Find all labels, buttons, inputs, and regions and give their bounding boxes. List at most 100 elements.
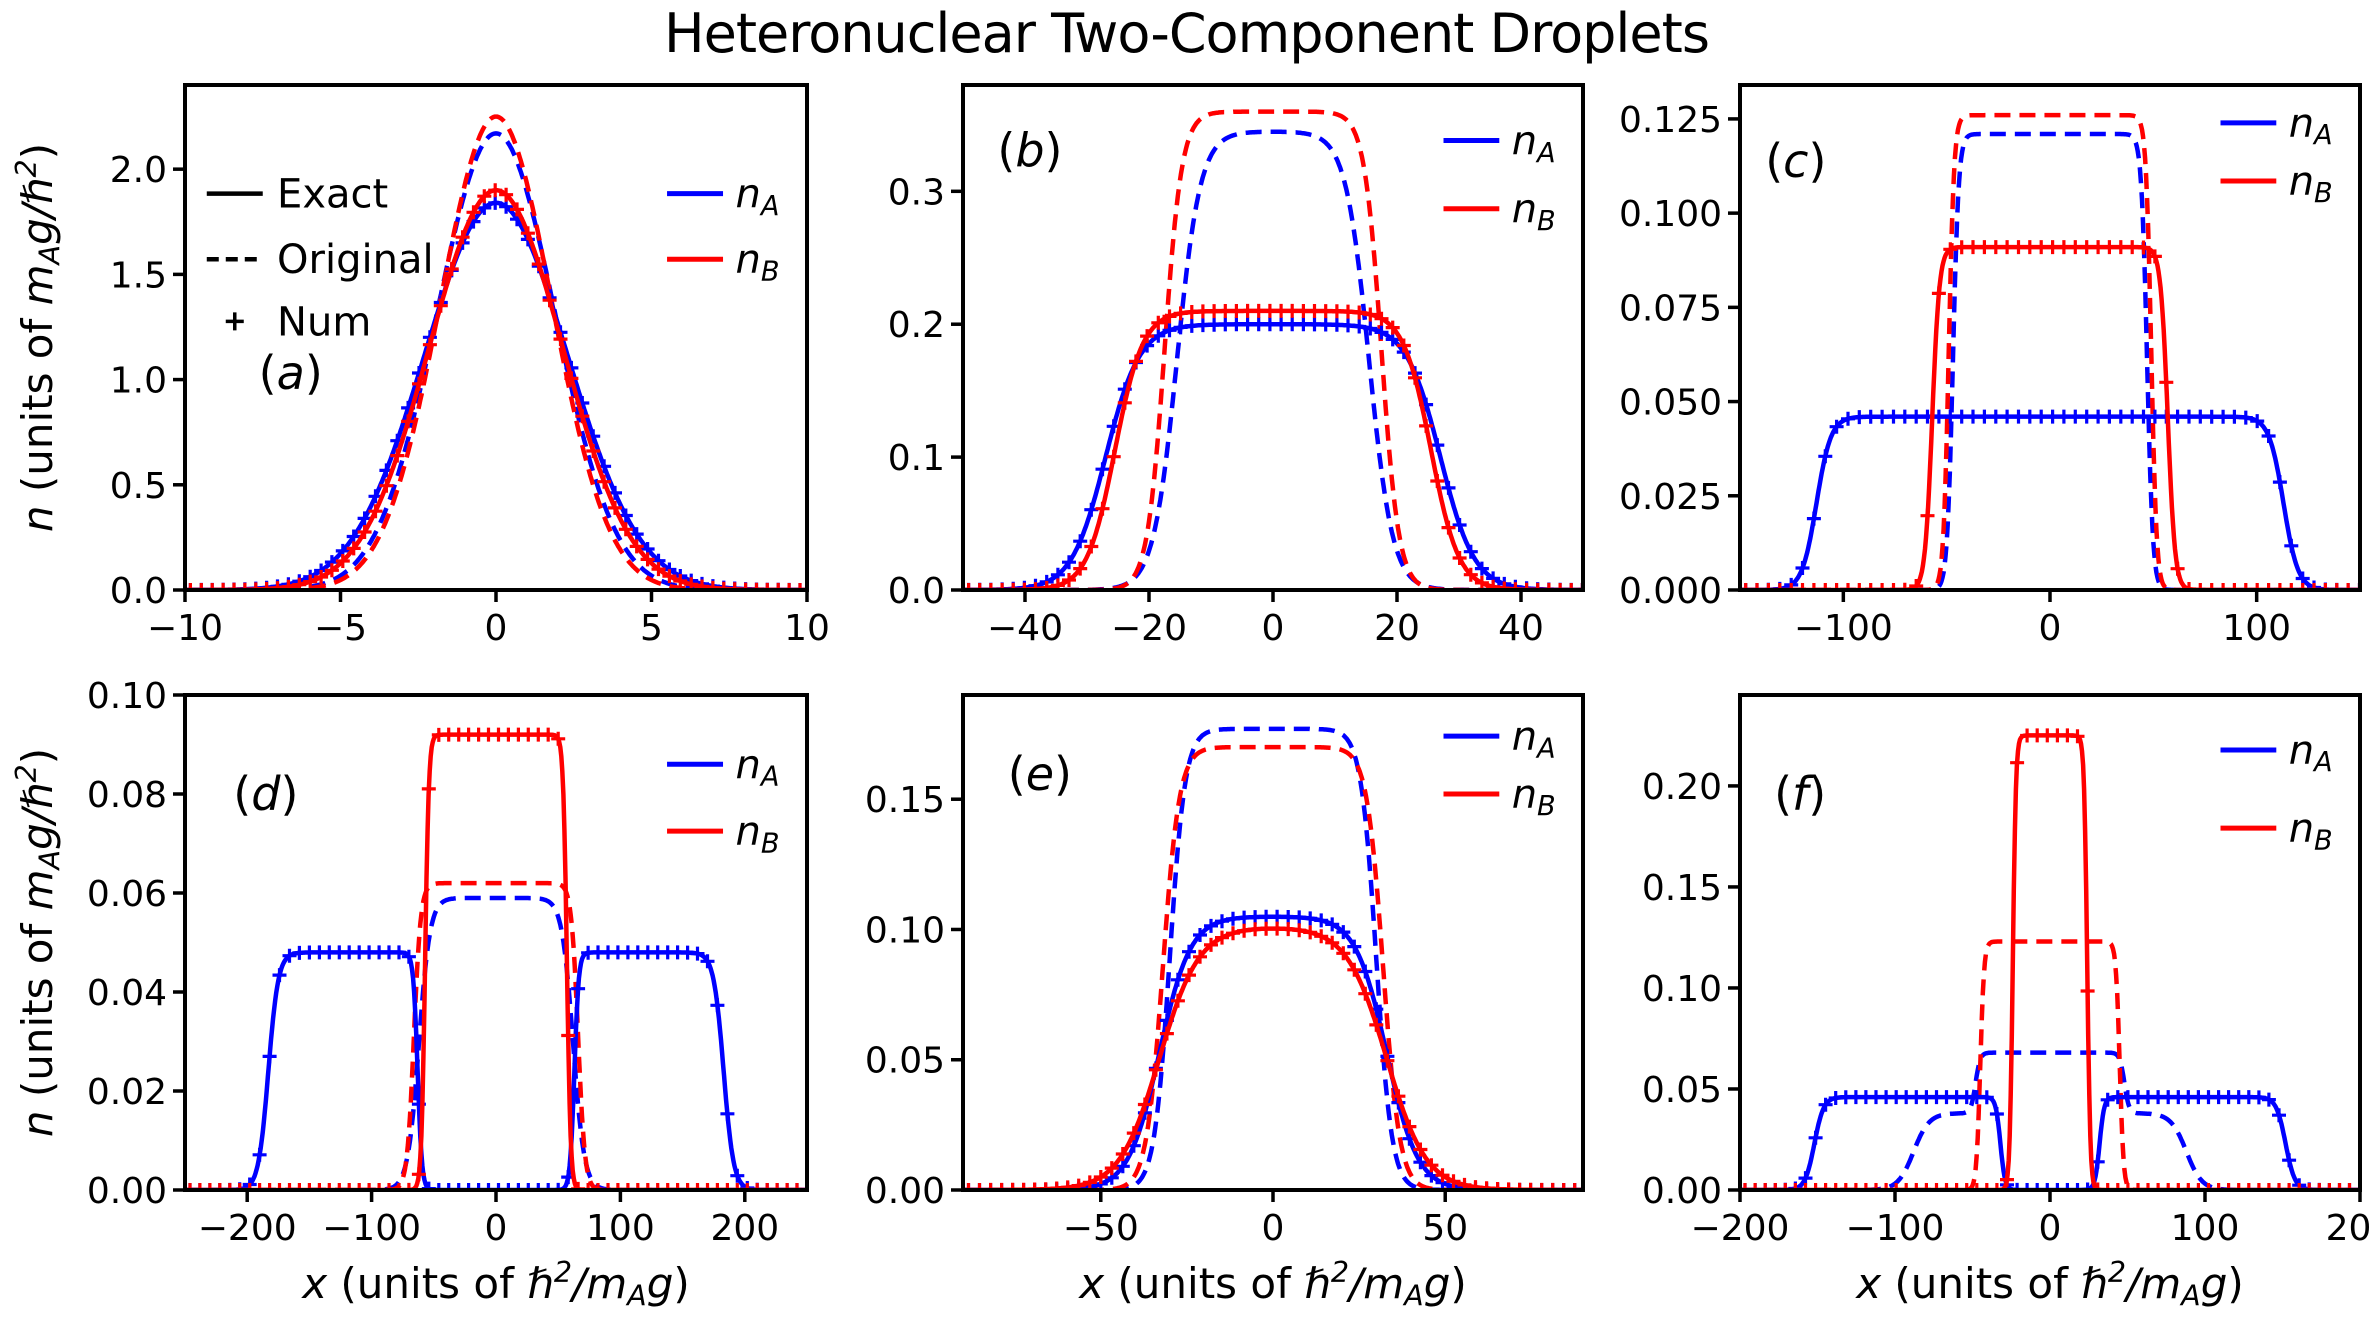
- x-tick-label: −10: [147, 608, 223, 649]
- markers-f-nB: [1739, 728, 2361, 1191]
- y-tick-label: 0.20: [1642, 767, 1722, 808]
- y-tick-label: 0.025: [1619, 477, 1722, 518]
- y-tick-label: 0.10: [1642, 969, 1722, 1010]
- y-tick-label: 0.075: [1619, 288, 1722, 329]
- panel-e: −50 0 50 0.00 0.05 0.10 0.15 x (units of ℏ2/mAg…: [865, 693, 1585, 1313]
- x-tick-label: −100: [322, 1208, 421, 1249]
- curve-f-nA-solid: [1739, 1094, 2361, 1191]
- y-tick-label: 0.04: [87, 973, 167, 1014]
- legend-label-exact: Exact: [277, 172, 388, 218]
- markers-e-nB: [962, 921, 1582, 1191]
- y-tick-label: 0.02: [87, 1072, 167, 1113]
- x-tick-label: 200: [2326, 1208, 2373, 1249]
- y-tick-label: 0.10: [87, 676, 167, 717]
- panel-letter-b: (b): [997, 124, 1062, 178]
- x-tick-label: −200: [1691, 1208, 1790, 1249]
- x-tick-label: 10: [784, 608, 830, 649]
- y-tick-label: 0.00: [1642, 1171, 1722, 1212]
- y-tick-label: 0.2: [888, 305, 945, 346]
- panel-d: −200 −100 0 100 200 0.00 0.02 0.04 0.06 0.08 0.10 x…: [9, 676, 809, 1313]
- x-tick-label: 50: [1422, 1208, 1468, 1249]
- panel-letter-c: (c): [1765, 134, 1826, 188]
- y-tick-label: 0.05: [865, 1041, 945, 1082]
- y-tick-label: 1.0: [110, 361, 167, 402]
- legend-label-nA: nA: [2289, 101, 2333, 151]
- plot-area-b: [962, 109, 1584, 591]
- x-tick-label: −5: [314, 608, 367, 649]
- plot-area-c: [1739, 112, 2361, 591]
- legend-label-nA: nA: [1512, 714, 1556, 764]
- x-tick-label: 0: [1262, 608, 1285, 649]
- x-tick-label: −100: [1846, 1208, 1945, 1249]
- x-tick-label: 0: [485, 1208, 508, 1249]
- legend-label-nB: nB: [1512, 187, 1556, 237]
- x-tick-label: 100: [2222, 608, 2291, 649]
- x-tick-label: −50: [1063, 1208, 1139, 1249]
- x-tick-label: 0: [2039, 1208, 2062, 1249]
- y-tick-label: 0.15: [1642, 868, 1722, 909]
- panel-c: −100 0 100 0.000 0.025 0.050 0.075 0.100 0.125 (c…: [1619, 83, 2362, 649]
- markers-b-nA: [962, 317, 1584, 591]
- y-tick-label: 0.0: [110, 571, 167, 612]
- legend-label-nA: nA: [1512, 119, 1556, 169]
- panel-letter-a: (a): [259, 346, 323, 400]
- markers-b-nB: [962, 303, 1584, 591]
- curve-d-nB-dashed: [184, 880, 808, 1191]
- x-tick-label: 40: [1498, 608, 1544, 649]
- legend-label-nB: nB: [735, 809, 779, 859]
- y-tick-label: 0.5: [110, 466, 167, 507]
- curve-d-nA-solid: [184, 950, 808, 1191]
- legend-label-nB: nB: [2289, 159, 2333, 209]
- y-tick-label: 0.000: [1619, 571, 1722, 612]
- curve-f-nA-dashed: [1739, 1050, 2361, 1191]
- y-tick-label: 0.050: [1619, 383, 1722, 424]
- x-tick-label: −20: [1111, 608, 1187, 649]
- panel-b: −40 −20 0 20 40 0.0 0.1 0.2 0.3 (b) nA nB: [888, 83, 1585, 649]
- x-tick-label: 20: [1374, 608, 1420, 649]
- y-axis-label: n (units of mAg/ℏ2): [9, 748, 67, 1137]
- x-tick-label: 0: [485, 608, 508, 649]
- panel-f: −200 −100 0 100 200 0.00 0.05 0.10 0.15 0.20 x (un…: [1642, 693, 2373, 1313]
- legend-label-nB: nB: [735, 237, 779, 287]
- legend-label-nA: nA: [735, 742, 779, 792]
- plot-area-f: [1739, 728, 2361, 1191]
- legend-marker-num: [225, 312, 244, 331]
- axes-spines-c: [1738, 83, 2362, 592]
- panel-letter-e: (e): [1008, 747, 1072, 801]
- y-tick-label: 2.0: [110, 150, 167, 191]
- curve-d-nA-dashed: [184, 895, 808, 1191]
- curve-e-nB-dashed: [962, 744, 1584, 1191]
- y-tick-label: 0.05: [1642, 1070, 1722, 1111]
- y-tick-label: 0.06: [87, 874, 167, 915]
- curve-c-nA-dashed: [1739, 131, 2361, 591]
- x-tick-label: 100: [2171, 1208, 2240, 1249]
- y-axis-label: n (units of mAg/ℏ2): [9, 143, 67, 532]
- markers-f-nA: [1739, 1090, 2361, 1191]
- markers-e-nA: [962, 909, 1582, 1191]
- curve-b-nA-dashed: [962, 129, 1584, 591]
- figure-title: Heteronuclear Two-Component Droplets: [664, 2, 1710, 65]
- y-tick-label: 0.00: [87, 1171, 167, 1212]
- curve-b-nB-solid: [962, 308, 1584, 591]
- panel-letter-d: (d): [233, 767, 298, 821]
- x-tick-label: 5: [640, 608, 663, 649]
- y-tick-label: 0.0: [888, 571, 945, 612]
- curve-b-nA-solid: [962, 321, 1584, 591]
- y-tick-label: 0.1: [888, 438, 945, 479]
- x-tick-label: 0: [1262, 1208, 1285, 1249]
- x-tick-label: 100: [586, 1208, 655, 1249]
- x-tick-label: −200: [198, 1208, 297, 1249]
- curve-e-nA-solid: [962, 914, 1584, 1191]
- x-tick-label: −100: [1794, 608, 1893, 649]
- x-axis-label: x (units of ℏ2/mAg): [1077, 1255, 1467, 1313]
- legend-label-num: Num: [277, 299, 371, 345]
- x-tick-label: −40: [987, 608, 1063, 649]
- panel-letter-f: (f): [1774, 767, 1826, 821]
- x-axis-label: x (units of ℏ2/mAg): [300, 1255, 690, 1313]
- y-tick-label: 1.5: [110, 255, 167, 296]
- y-tick-label: 0.15: [865, 780, 945, 821]
- curve-c-nB-dashed: [1739, 112, 2361, 591]
- curve-f-nB-dashed: [1739, 939, 2361, 1191]
